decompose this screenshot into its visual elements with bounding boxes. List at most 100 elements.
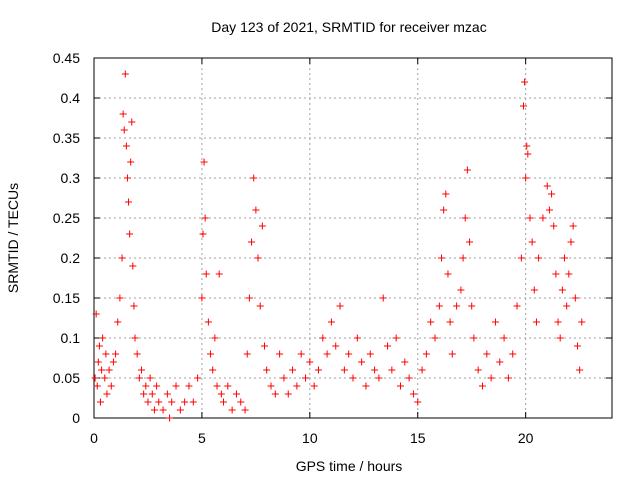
data-point [211, 334, 219, 342]
data-point [163, 390, 171, 398]
data-point [120, 126, 128, 134]
data-point [153, 382, 161, 390]
data-point [116, 294, 124, 302]
data-point [209, 366, 217, 374]
data-points [91, 70, 586, 422]
data-point [563, 302, 571, 310]
data-point [123, 174, 131, 182]
data-point [131, 334, 139, 342]
data-point [93, 382, 101, 390]
data-point [491, 318, 499, 326]
data-point [144, 398, 152, 406]
data-point [457, 286, 465, 294]
data-point [349, 374, 357, 382]
data-point [245, 294, 253, 302]
data-point [130, 302, 138, 310]
data-point [517, 254, 525, 262]
data-point [92, 310, 100, 318]
y-tick-label: 0.4 [61, 90, 81, 106]
data-point [150, 406, 158, 414]
data-point [293, 382, 301, 390]
data-point [375, 374, 383, 382]
data-point [289, 366, 297, 374]
data-point [107, 382, 115, 390]
data-point [126, 230, 134, 238]
data-point [114, 318, 122, 326]
data-point [96, 398, 104, 406]
data-point [353, 334, 361, 342]
data-point [252, 206, 260, 214]
axis-ticks: 0 5 10 15 20 0 0.05 0.1 0.15 0.2 0.25 0.3 0.35 0.4 0.4… [53, 50, 612, 446]
data-point [392, 334, 400, 342]
data-point [105, 366, 113, 374]
x-tick-label: 0 [90, 430, 98, 446]
data-point [358, 358, 366, 366]
x-tick-label: 5 [198, 430, 206, 446]
data-point [523, 142, 531, 150]
data-point [207, 350, 215, 358]
data-point [127, 158, 135, 166]
data-point [194, 374, 202, 382]
data-point [446, 318, 454, 326]
data-point [535, 254, 543, 262]
data-point [550, 222, 558, 230]
data-point [122, 142, 130, 150]
data-point [204, 318, 212, 326]
data-point [576, 366, 584, 374]
data-point [228, 406, 236, 414]
data-point [461, 214, 469, 222]
data-point [256, 302, 264, 310]
data-point [142, 382, 150, 390]
data-point [155, 398, 163, 406]
data-point [453, 302, 461, 310]
data-point [567, 238, 575, 246]
data-point [109, 358, 117, 366]
data-point [91, 374, 99, 382]
data-point [95, 342, 103, 350]
data-point [176, 406, 184, 414]
data-point [448, 350, 456, 358]
data-point [306, 358, 314, 366]
data-point [254, 254, 262, 262]
data-point [569, 222, 577, 230]
data-point [340, 366, 348, 374]
data-point [336, 302, 344, 310]
data-point [459, 254, 467, 262]
data-point [135, 374, 143, 382]
data-point [345, 350, 353, 358]
data-point [578, 318, 586, 326]
y-tick-label: 0.15 [53, 290, 80, 306]
data-point [513, 302, 521, 310]
data-point [422, 350, 430, 358]
data-point [185, 382, 193, 390]
data-point [241, 406, 249, 414]
data-point [276, 350, 284, 358]
data-point [168, 398, 176, 406]
data-point [250, 174, 258, 182]
data-point [202, 270, 210, 278]
data-point [554, 318, 562, 326]
data-point [140, 390, 148, 398]
y-axis-label: SRMTID / TECUs [5, 183, 21, 293]
data-point [526, 214, 534, 222]
plot-frame [93, 57, 613, 419]
data-point [548, 190, 556, 198]
data-point [573, 342, 581, 350]
data-point [565, 270, 573, 278]
data-point [148, 390, 156, 398]
data-point [396, 382, 404, 390]
data-point [442, 190, 450, 198]
data-point [310, 382, 318, 390]
data-point [200, 158, 208, 166]
data-point [302, 374, 310, 382]
data-point [504, 374, 512, 382]
data-point [146, 374, 154, 382]
data-point [243, 350, 251, 358]
data-point [487, 374, 495, 382]
x-axis-label: GPS time / hours [296, 458, 403, 474]
data-point [521, 78, 529, 86]
y-tick-label: 0.25 [53, 210, 80, 226]
data-point [366, 350, 374, 358]
data-point [263, 366, 271, 374]
